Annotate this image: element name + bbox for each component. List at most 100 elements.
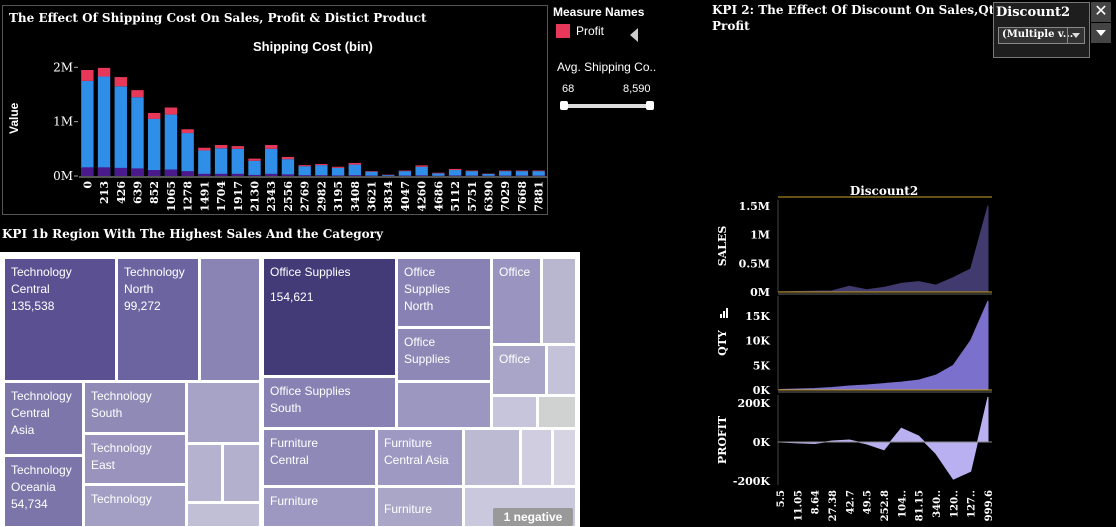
shipping-slider-min-handle[interactable]	[560, 101, 568, 110]
treemap-tile[interactable]: Furniture	[377, 487, 463, 527]
x-tick-label: 999.6	[984, 490, 995, 521]
x-tick-label: 252.8	[880, 490, 891, 521]
profit-legend-label[interactable]: Profit	[576, 24, 605, 38]
treemap-tile[interactable]: Technology Oceania 54,734	[4, 456, 83, 527]
profit-bar	[97, 67, 111, 77]
x-tick-label: 852	[148, 181, 161, 204]
treemap-tile[interactable]	[521, 429, 552, 486]
x-tick-label: 104..	[897, 490, 908, 518]
sales-bar	[415, 166, 428, 176]
treemap-tile[interactable]	[464, 429, 520, 486]
distinct-product-bar	[415, 175, 428, 176]
discount-area-chart: Discount2 1.5M 1M 0.5M 0M SALES 15K 10K 5K 0K QTY 2…	[716, 184, 995, 521]
treemap-tile[interactable]: Office	[492, 345, 546, 395]
treemap-tile[interactable]: Technology North 99,272	[117, 258, 199, 381]
x-tick-label: 5751	[466, 181, 479, 212]
x-tick-label: 7029	[499, 181, 512, 212]
y-tick-label: 0.5M	[739, 257, 770, 270]
treemap-tile[interactable]: Technology East	[84, 434, 186, 484]
profit-bar	[415, 165, 428, 167]
x-tick-label: 27.38	[828, 490, 839, 521]
treemap-tile[interactable]: Office	[492, 258, 541, 344]
treemap-tile[interactable]	[397, 382, 491, 428]
collapse-legend-icon[interactable]	[630, 28, 638, 42]
x-tick-label: 3621	[366, 181, 379, 212]
profit-bar	[532, 170, 545, 172]
treemap-tile[interactable]: Technology South	[84, 382, 186, 433]
y-tick-label: 15K	[745, 310, 770, 323]
sales-bar	[81, 80, 94, 176]
profit-bar	[315, 164, 328, 166]
treemap-tile[interactable]	[223, 444, 260, 502]
profit-bar	[148, 112, 161, 119]
treemap-tile[interactable]	[187, 444, 222, 502]
treemap-tile[interactable]: Technology	[84, 485, 186, 527]
treemap-tile[interactable]: Office Supplies North	[397, 258, 491, 327]
discount-dropdown-value: (Multiple v...	[1002, 29, 1074, 40]
treemap-tile[interactable]	[542, 258, 576, 344]
sales-bar	[265, 148, 278, 176]
profit-bar	[281, 156, 295, 160]
x-tick-label: 81.15	[915, 490, 926, 521]
sales-bar	[382, 174, 395, 176]
profit-bar	[365, 171, 378, 172]
treemap-tile[interactable]: Office Supplies 154,621	[263, 258, 396, 376]
distinct-product-bar	[448, 175, 462, 176]
region-category-treemap: Technology Central 135,538 Technology North…	[0, 252, 580, 527]
x-tick-label: 7668	[516, 181, 529, 212]
shipping-slider-track[interactable]	[563, 104, 652, 108]
treemap-tile[interactable]: Office Supplies South	[263, 377, 396, 428]
distinct-product-bar	[298, 175, 311, 176]
profit-legend-swatch[interactable]	[556, 24, 570, 38]
x-tick-label: 639	[132, 181, 145, 204]
treemap-tile[interactable]	[200, 258, 260, 381]
treemap-tile[interactable]: Technology Central 135,538	[4, 258, 116, 381]
treemap-tile[interactable]	[553, 429, 576, 486]
treemap-tile[interactable]	[187, 503, 260, 527]
sales-bar	[365, 171, 378, 176]
x-tick-label: 120..	[949, 490, 960, 518]
y-tick-label: -200K	[733, 475, 771, 488]
shipping-slider-max-handle[interactable]	[646, 101, 654, 110]
shipping-filter-max: 8,590	[623, 83, 651, 95]
more-options-icon[interactable]	[1091, 23, 1111, 43]
chevron-down-icon[interactable]	[1067, 28, 1084, 43]
x-tick-label: 4686	[432, 181, 445, 212]
x-tick-label: 4047	[399, 181, 412, 212]
series-area	[779, 396, 989, 480]
sales-bar	[515, 171, 529, 176]
negative-values-badge[interactable]: 1 negative	[493, 508, 573, 526]
x-tick-label: 49.5	[863, 490, 874, 514]
close-icon[interactable]: ✕	[1091, 2, 1111, 22]
treemap-tile[interactable]: Furniture Central Asia	[377, 429, 463, 486]
treemap-tile[interactable]: Office Supplies	[397, 328, 491, 381]
discount-filter-title: Discount2	[996, 5, 1071, 20]
panel-label: SALES	[716, 226, 729, 267]
y-tick-label: 1M	[750, 229, 770, 242]
x-tick-label: 1278	[182, 181, 195, 212]
profit-bar	[214, 145, 228, 149]
x-tick-label: 5.5	[776, 490, 787, 507]
sales-bar	[231, 148, 244, 176]
profit-bar	[114, 77, 127, 87]
x-tick-label: 340..	[932, 490, 943, 518]
treemap-tile[interactable]	[538, 396, 576, 428]
treemap-tile[interactable]	[187, 382, 260, 443]
discount-dropdown[interactable]: (Multiple v...	[998, 27, 1085, 44]
profit-bar	[164, 107, 178, 115]
sales-bar	[298, 166, 311, 176]
sales-bar	[198, 150, 211, 176]
x-tick-label: 2982	[315, 181, 328, 212]
x-tick-label: 2343	[265, 181, 278, 212]
x-tick-label: 3195	[332, 181, 345, 212]
distinct-product-bar	[265, 173, 278, 176]
y-tick-label: 0K	[753, 436, 771, 449]
treemap-tile[interactable]	[492, 396, 537, 428]
treemap-tile[interactable]	[547, 345, 576, 395]
distinct-product-bar	[181, 171, 194, 176]
treemap-tile[interactable]: Furniture	[263, 487, 376, 527]
x-tick-label: 1065	[165, 181, 178, 212]
treemap-tile[interactable]: Technology Central Asia	[4, 382, 83, 455]
sales-bar	[448, 170, 462, 176]
treemap-tile[interactable]: Furniture Central	[263, 429, 376, 486]
